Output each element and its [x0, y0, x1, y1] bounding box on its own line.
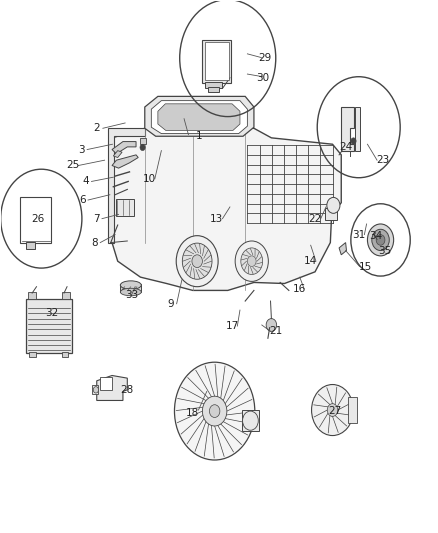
Ellipse shape — [120, 288, 141, 296]
Text: 8: 8 — [91, 238, 98, 247]
Polygon shape — [341, 107, 354, 151]
Bar — [100, 377, 113, 390]
Bar — [20, 197, 51, 243]
Circle shape — [376, 235, 385, 245]
Text: 21: 21 — [269, 326, 283, 336]
Bar — [62, 352, 68, 357]
Circle shape — [176, 236, 218, 287]
Text: 13: 13 — [210, 214, 223, 224]
Text: 17: 17 — [226, 321, 239, 331]
Bar — [325, 208, 337, 220]
Bar — [208, 87, 219, 92]
Bar — [242, 410, 259, 431]
Text: 16: 16 — [293, 284, 307, 294]
Text: 25: 25 — [66, 160, 79, 171]
Polygon shape — [112, 142, 136, 154]
Text: 15: 15 — [359, 262, 372, 271]
Polygon shape — [339, 243, 346, 255]
Circle shape — [327, 403, 338, 416]
Circle shape — [243, 411, 258, 430]
Text: 32: 32 — [46, 308, 59, 318]
Text: 24: 24 — [339, 142, 352, 152]
Polygon shape — [97, 375, 127, 400]
Bar — [92, 384, 98, 394]
Bar — [62, 292, 70, 300]
Polygon shape — [112, 155, 138, 168]
Text: 33: 33 — [125, 289, 138, 300]
Circle shape — [241, 248, 263, 274]
Circle shape — [266, 319, 277, 332]
Text: 3: 3 — [78, 144, 85, 155]
Polygon shape — [158, 104, 240, 131]
Text: 35: 35 — [378, 246, 392, 255]
Circle shape — [372, 229, 389, 251]
Text: 2: 2 — [93, 123, 100, 133]
Bar — [348, 397, 357, 423]
Text: 26: 26 — [31, 214, 44, 224]
Polygon shape — [145, 96, 254, 136]
Bar — [26, 241, 35, 249]
Bar — [26, 300, 72, 353]
Text: 22: 22 — [308, 214, 321, 224]
Circle shape — [202, 396, 227, 426]
Text: 29: 29 — [258, 53, 272, 62]
Text: 27: 27 — [328, 406, 341, 416]
Text: 9: 9 — [168, 298, 174, 309]
Circle shape — [182, 243, 212, 279]
Polygon shape — [113, 151, 122, 158]
Bar — [205, 42, 229, 80]
Circle shape — [209, 405, 220, 417]
Text: 30: 30 — [256, 73, 269, 83]
Bar — [117, 199, 134, 216]
Circle shape — [351, 138, 356, 144]
Text: 34: 34 — [369, 231, 382, 241]
Bar — [355, 107, 360, 151]
Circle shape — [192, 255, 202, 268]
Circle shape — [174, 362, 255, 460]
Bar — [29, 352, 35, 357]
Bar — [28, 292, 35, 300]
Circle shape — [327, 197, 340, 213]
Text: 18: 18 — [186, 408, 199, 418]
Circle shape — [93, 386, 99, 393]
Text: 10: 10 — [143, 174, 155, 184]
Circle shape — [247, 256, 256, 266]
Ellipse shape — [120, 281, 141, 289]
Bar — [205, 82, 223, 88]
Bar — [202, 39, 231, 83]
Text: 23: 23 — [376, 155, 389, 165]
Text: 1: 1 — [196, 131, 203, 141]
Circle shape — [311, 384, 353, 435]
Text: 6: 6 — [79, 195, 86, 205]
Polygon shape — [112, 128, 341, 290]
Circle shape — [367, 224, 394, 256]
Text: 4: 4 — [82, 176, 89, 187]
Polygon shape — [108, 128, 145, 243]
Polygon shape — [151, 101, 247, 134]
Circle shape — [140, 144, 145, 151]
Bar — [140, 138, 146, 144]
Bar — [120, 284, 141, 292]
Text: 7: 7 — [93, 214, 100, 224]
Text: 31: 31 — [352, 230, 365, 240]
Text: 14: 14 — [304, 256, 317, 266]
Circle shape — [235, 241, 268, 281]
Text: 28: 28 — [121, 385, 134, 395]
